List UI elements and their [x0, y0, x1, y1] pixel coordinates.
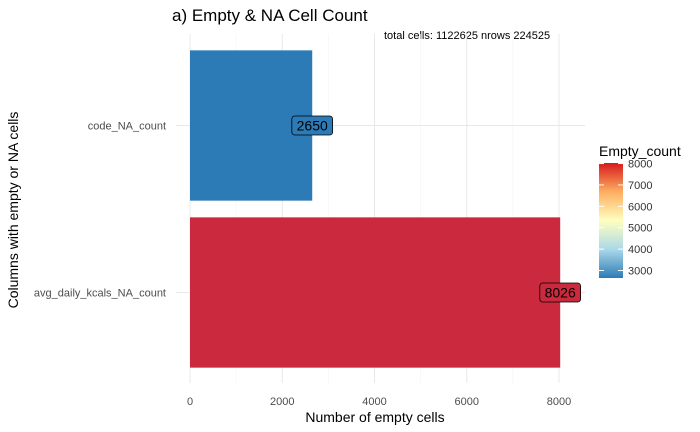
legend-tick-label: 4000: [628, 244, 652, 256]
legend-tick-label: 3000: [628, 266, 652, 278]
x-tick-label: 0: [187, 396, 193, 408]
legend-tick-label: 6000: [628, 201, 652, 213]
data-label-box: [539, 282, 581, 303]
data-label: 2650: [297, 118, 328, 134]
x-tick-label: 2000: [270, 396, 294, 408]
y-tick-label: code_NA_count: [88, 121, 166, 133]
y-axis-title: Columns with empty or NA cells: [5, 112, 21, 309]
x-tick-label: 8000: [547, 396, 571, 408]
legend: Empty_count 3000 4000 5000 6000 7000 8000: [599, 143, 681, 278]
y-tick-label: avg_daily_kcals_NA_count: [34, 288, 166, 300]
legend-ticks: 3000 4000 5000 6000 7000 8000: [599, 159, 652, 278]
legend-tick-label: 7000: [628, 180, 652, 192]
x-axis-title: Number of empty cells: [305, 409, 444, 425]
data-labels: 2650 8026: [291, 115, 581, 303]
legend-tick-label: 5000: [628, 223, 652, 235]
bar: [190, 217, 561, 368]
data-label: 8026: [545, 285, 576, 301]
x-axis-ticks: 0 2000 4000 6000 8000: [187, 396, 571, 408]
x-tick-label: 6000: [455, 396, 479, 408]
legend-title: Empty_count: [599, 143, 681, 159]
legend-tick-label: 8000: [628, 159, 652, 171]
bars: [190, 50, 561, 368]
y-axis-ticks: code_NA_count avg_daily_kcals_NA_count: [34, 121, 166, 300]
legend-colorbar: [599, 163, 623, 278]
data-label-box: [291, 115, 334, 136]
chart-title: a) Empty & NA Cell Count: [172, 6, 368, 25]
x-tick-label: 4000: [362, 396, 386, 408]
